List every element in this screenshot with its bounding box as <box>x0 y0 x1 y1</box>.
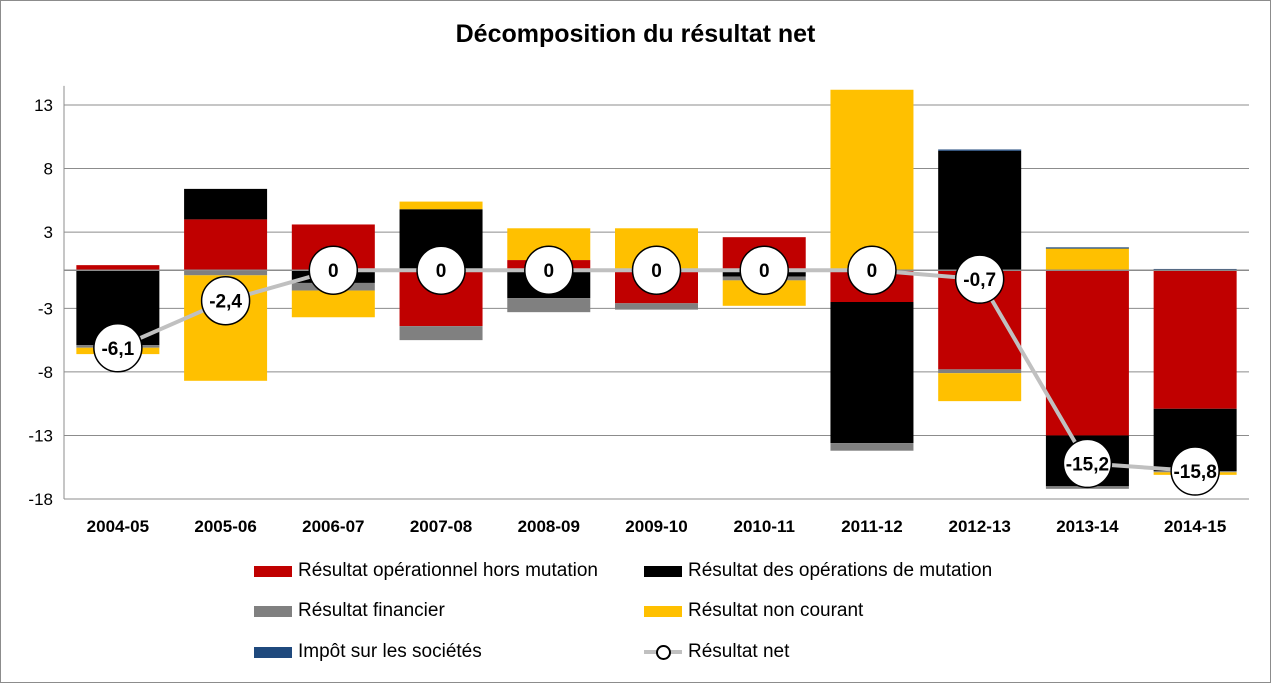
y-tick-label: 3 <box>44 223 53 242</box>
x-tick-label: 2011-12 <box>841 517 902 536</box>
x-tick-label: 2004-05 <box>87 517 149 536</box>
net-result-label: 0 <box>867 261 878 282</box>
x-tick-label: 2006-07 <box>302 517 364 536</box>
x-tick-label: 2010-11 <box>734 517 795 536</box>
x-tick-label: 2014-15 <box>1164 517 1226 536</box>
legend-swatch <box>254 605 292 617</box>
net-result-label: 0 <box>651 261 662 282</box>
bar-segment <box>507 298 591 313</box>
legend-swatch <box>254 565 292 577</box>
legend-label: Résultat non courant <box>688 600 864 621</box>
x-tick-label: 2012-13 <box>948 517 1010 536</box>
bar-segment <box>830 443 914 451</box>
x-tick-label: 2005-06 <box>194 517 256 536</box>
x-tick-label: 2009-10 <box>625 517 687 536</box>
legend-line-swatch <box>644 645 682 660</box>
bar-segment <box>938 373 1022 402</box>
net-result-marker <box>1062 438 1113 489</box>
net-result-label: 0 <box>436 261 447 282</box>
bar-segment <box>1045 248 1129 271</box>
net-result-label: 0 <box>543 261 554 282</box>
net-result-label: -15,8 <box>1173 462 1216 483</box>
net-result-marker <box>308 245 359 295</box>
bar-segment <box>184 270 268 276</box>
bar-segment <box>184 188 268 220</box>
y-tick-label: -13 <box>28 426 53 445</box>
bar-segment <box>830 302 914 444</box>
net-result-label: -0,7 <box>963 270 996 291</box>
net-result-label: 0 <box>759 261 770 282</box>
bar-segment <box>291 290 375 318</box>
bar-segment <box>1153 270 1237 409</box>
net-result-marker <box>93 323 143 373</box>
net-result-marker <box>524 245 574 295</box>
bar-segment <box>76 265 160 271</box>
legend-swatch <box>644 565 682 577</box>
bar-segment <box>399 326 483 341</box>
bar-segment <box>184 219 268 271</box>
net-result-marker <box>1170 446 1220 496</box>
legend-label: Résultat des opérations de mutation <box>688 560 993 581</box>
chart-title: Décomposition du résultat net <box>455 20 816 48</box>
net-result-marker <box>200 275 251 326</box>
legend-item-resultat-operationnel: Résultat opérationnel hors mutation <box>254 560 598 582</box>
legend-label: Résultat opérationnel hors mutation <box>298 560 598 581</box>
bar-segment <box>615 303 698 310</box>
net-result-marker <box>847 245 897 295</box>
y-tick-label: 13 <box>34 96 53 115</box>
legend-item-resultat-non-courant: Résultat non courant <box>644 600 863 622</box>
x-tick-label: 2008-09 <box>518 517 580 536</box>
bar-segment <box>938 150 1022 271</box>
legend-swatch <box>254 646 292 658</box>
y-tick-label: -18 <box>28 490 53 509</box>
bar-segment <box>830 89 914 271</box>
x-tick-label: 2013-14 <box>1056 517 1119 536</box>
net-result-marker <box>739 245 789 295</box>
x-tick-label: 2007-08 <box>410 517 472 536</box>
legend-label: Résultat net <box>688 641 790 662</box>
bar-segment <box>938 149 1022 151</box>
net-result-marker <box>954 254 1005 304</box>
legend-label: Impôt sur les sociétés <box>298 641 482 662</box>
net-result-marker <box>416 245 466 295</box>
bar-segment <box>399 201 483 210</box>
net-result-label: -6,1 <box>101 339 134 360</box>
net-result-marker <box>631 245 682 295</box>
legend-item-impot: Impôt sur les sociétés <box>254 641 482 663</box>
bar-segment <box>1045 247 1129 249</box>
legend-swatch <box>644 605 682 617</box>
legend-item-resultat-mutation: Résultat des opérations de mutation <box>644 560 992 582</box>
net-result-label: 0 <box>328 261 339 282</box>
bar-segment <box>1045 270 1129 436</box>
legend-item-resultat-net: Résultat net <box>644 641 789 663</box>
net-result-label: -2,4 <box>209 292 242 313</box>
legend-label: Résultat financier <box>298 600 445 621</box>
legend-item-resultat-financier: Résultat financier <box>254 600 445 622</box>
y-tick-label: -8 <box>38 363 53 382</box>
y-tick-label: -3 <box>38 299 53 318</box>
y-tick-label: 8 <box>44 160 53 179</box>
bar-segment <box>938 369 1022 374</box>
net-result-label: -15,2 <box>1066 454 1109 475</box>
